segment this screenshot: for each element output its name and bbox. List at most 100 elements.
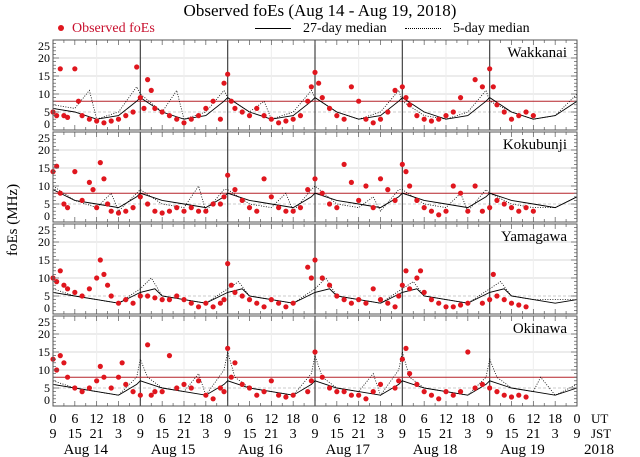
observed-point xyxy=(472,385,478,391)
observed-point xyxy=(246,205,253,211)
x-tick-label-jst: 15 xyxy=(68,427,82,442)
x-tick-label-jst: 9 xyxy=(137,427,144,442)
x-tick-label-jst: 15 xyxy=(330,427,344,442)
observed-point xyxy=(356,197,362,203)
observed-point xyxy=(72,289,78,295)
observed-point xyxy=(341,161,347,167)
observed-point xyxy=(261,389,267,395)
observed-point xyxy=(392,385,398,391)
observed-point xyxy=(181,297,187,303)
observed-point xyxy=(407,183,413,189)
observed-point xyxy=(443,304,449,310)
observed-point xyxy=(290,300,296,306)
x-tick-label-jst: 21 xyxy=(526,427,540,442)
observed-point xyxy=(385,109,391,115)
observed-point xyxy=(443,113,449,119)
observed-point xyxy=(54,279,60,285)
x-tick-label-ut: 6 xyxy=(333,412,340,427)
observed-point xyxy=(326,282,333,288)
observed-point xyxy=(312,69,318,75)
observed-point xyxy=(414,275,420,281)
observed-point xyxy=(308,84,314,90)
observed-point xyxy=(516,113,522,119)
observed-point xyxy=(399,161,405,167)
observed-point xyxy=(523,304,529,310)
chart-title: Observed foEs (Aug 14 - Aug 19, 2018) xyxy=(183,1,457,20)
y-tick-label: 20 xyxy=(38,235,50,249)
observed-point xyxy=(268,297,274,303)
x-tick-label-ut: 0 xyxy=(486,412,493,427)
observed-point xyxy=(57,268,63,274)
observed-point xyxy=(108,208,114,214)
observed-point xyxy=(159,109,165,115)
day-label: Aug 15 xyxy=(151,442,196,457)
observed-point xyxy=(530,113,536,119)
observed-point xyxy=(195,113,202,119)
observed-point xyxy=(101,176,107,182)
y-tick-label: 5 xyxy=(44,105,50,119)
observed-point xyxy=(79,113,85,119)
observed-point xyxy=(228,374,234,380)
observed-point xyxy=(61,360,67,366)
observed-point xyxy=(396,378,402,384)
observed-point xyxy=(494,293,500,299)
observed-point xyxy=(181,381,187,387)
observed-point xyxy=(145,77,151,83)
y-tick-label: 0 xyxy=(44,301,50,315)
observed-point xyxy=(319,95,325,101)
observed-point xyxy=(334,113,340,119)
observed-point xyxy=(487,205,493,211)
observed-point xyxy=(334,205,340,211)
observed-point xyxy=(145,342,151,348)
x-tick-label-jst: 9 xyxy=(486,427,493,442)
y-tick-label: 5 xyxy=(44,197,50,211)
observed-point xyxy=(203,208,209,214)
x-tick-label-ut: 12 xyxy=(264,412,278,427)
observed-point xyxy=(370,286,376,292)
observed-point xyxy=(64,286,71,292)
observed-point xyxy=(348,300,354,306)
observed-point xyxy=(428,118,435,124)
median5-line xyxy=(52,351,578,397)
observed-point xyxy=(232,105,238,111)
observed-point xyxy=(268,194,274,200)
observed-point xyxy=(326,105,333,111)
observed-point xyxy=(254,105,260,111)
observed-point xyxy=(57,66,63,72)
observed-point xyxy=(501,109,507,115)
observed-point xyxy=(195,208,202,214)
observed-point xyxy=(261,113,267,119)
x-tick-label-ut: 6 xyxy=(246,412,253,427)
observed-point xyxy=(217,116,223,122)
observed-point xyxy=(61,201,67,207)
observed-point xyxy=(97,160,103,166)
y-tick-label: 20 xyxy=(38,327,50,341)
observed-point xyxy=(494,102,500,108)
observed-point xyxy=(308,275,314,281)
observed-point xyxy=(159,210,165,216)
observed-point xyxy=(403,345,409,351)
observed-point xyxy=(94,118,100,124)
observed-point xyxy=(407,286,413,292)
observed-point xyxy=(210,396,216,402)
x-tick-label-jst: 15 xyxy=(243,427,257,442)
observed-point xyxy=(119,360,125,366)
observed-point xyxy=(261,304,267,310)
station-label: Wakkanai xyxy=(507,45,567,61)
observed-point xyxy=(479,381,485,387)
observed-point xyxy=(341,297,347,303)
station-label: Okinawa xyxy=(513,321,567,337)
observed-point xyxy=(221,80,227,86)
observed-point xyxy=(363,183,369,189)
observed-point xyxy=(72,385,78,391)
y-tick-label: 25 xyxy=(38,315,50,329)
observed-point xyxy=(450,304,456,310)
observed-point xyxy=(276,392,282,398)
day-label: Aug 16 xyxy=(238,442,283,457)
observed-point xyxy=(254,300,260,306)
observed-point xyxy=(246,113,253,119)
x-tick-label-ut: 12 xyxy=(177,412,191,427)
observed-point xyxy=(305,98,311,104)
x-tick-label-jst: 21 xyxy=(90,427,104,442)
observed-point xyxy=(334,293,340,299)
